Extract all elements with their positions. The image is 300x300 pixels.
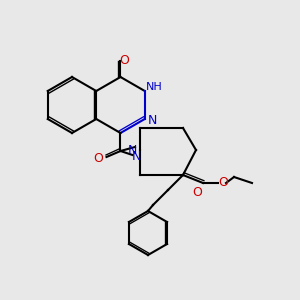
Text: O: O [120, 53, 129, 67]
Text: O: O [192, 185, 202, 199]
Text: N: N [148, 115, 158, 128]
Text: O: O [218, 176, 228, 190]
Text: N: N [132, 151, 141, 164]
Text: N: N [127, 143, 137, 157]
Text: NH: NH [146, 82, 163, 92]
Text: O: O [94, 152, 103, 166]
